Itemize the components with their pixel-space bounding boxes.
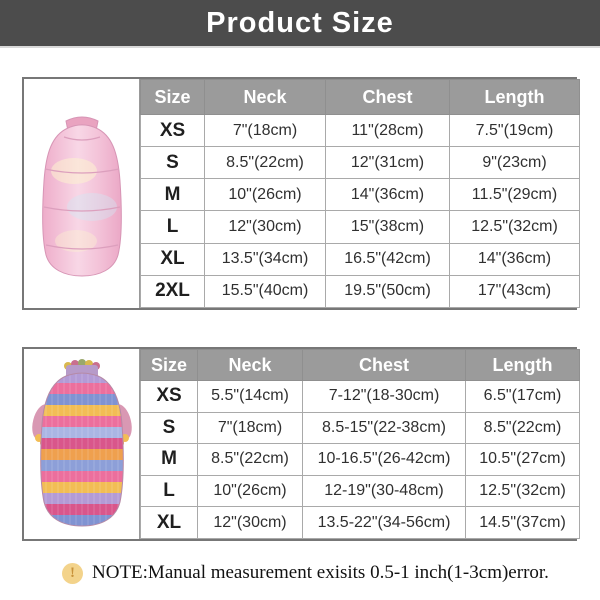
measurement-cell: 13.5"(34cm)	[204, 242, 326, 276]
measurement-cell: 12.5"(32cm)	[465, 474, 580, 508]
measurement-cell: 7"(18cm)	[204, 113, 326, 148]
exclamation-icon: !	[62, 562, 83, 584]
measurement-cell: 12-19"(30-48cm)	[302, 474, 466, 508]
measurement-cell: 9"(23cm)	[449, 146, 580, 180]
measurement-cell: 12"(30cm)	[204, 210, 326, 244]
measurement-cell: 12"(31cm)	[325, 146, 450, 180]
measurement-cell: 10.5"(27cm)	[465, 443, 580, 476]
size-label: XS	[140, 380, 198, 413]
size-row-s: S 7"(18cm) 8.5-15"(22-38cm) 8.5"(22cm)	[140, 411, 580, 445]
measurement-cell: 14.5"(37cm)	[465, 506, 580, 539]
measurement-cell: 15"(38cm)	[325, 210, 450, 244]
size-label: XL	[140, 242, 205, 276]
measurement-cell: 14"(36cm)	[325, 178, 450, 212]
column-header-chest: Chest	[325, 79, 450, 115]
size-label: M	[140, 443, 198, 476]
measurement-cell: 11"(28cm)	[325, 113, 450, 148]
measurement-cell: 13.5-22"(34-56cm)	[302, 506, 466, 539]
size-row-m: M 10"(26cm) 14"(36cm) 11.5"(29cm)	[140, 178, 580, 212]
size-row-l: L 10"(26cm) 12-19"(30-48cm) 12.5"(32cm)	[140, 474, 580, 508]
measurement-cell: 15.5"(40cm)	[204, 274, 326, 309]
measurement-cell: 10"(26cm)	[204, 178, 326, 212]
size-label: S	[140, 411, 198, 445]
measurement-cell: 16.5"(42cm)	[325, 242, 450, 276]
column-header-length: Length	[465, 349, 580, 381]
measurement-cell: 7-12"(18-30cm)	[302, 380, 466, 413]
size-row-s: S 8.5"(22cm) 12"(31cm) 9"(23cm)	[140, 146, 580, 180]
measurement-cell: 12"(30cm)	[197, 506, 303, 539]
measurement-cell: 11.5"(29cm)	[449, 178, 580, 212]
size-label: XL	[140, 506, 198, 539]
size-row-xs: XS 7"(18cm) 11"(28cm) 7.5"(19cm)	[140, 113, 580, 148]
measurement-cell: 14"(36cm)	[449, 242, 580, 276]
size-row-xl: XL 12"(30cm) 13.5-22"(34-56cm) 14.5"(37cm)	[140, 506, 580, 539]
vest-size-table: Size Neck Chest Length XS 7"(18cm) 11"(28cm) 7…	[140, 79, 580, 309]
measurement-cell: 6.5"(17cm)	[465, 380, 580, 413]
shirt-size-table: Size Neck Chest Length XS 5.5"(14cm) 7-12"(18…	[140, 349, 580, 539]
measurement-cell: 5.5"(14cm)	[197, 380, 303, 413]
size-label: XS	[140, 113, 205, 148]
size-label: L	[140, 474, 198, 508]
measurement-cell: 7"(18cm)	[197, 411, 303, 445]
measurement-cell: 12.5"(32cm)	[449, 210, 580, 244]
size-row-l: L 12"(30cm) 15"(38cm) 12.5"(32cm)	[140, 210, 580, 244]
size-label: L	[140, 210, 205, 244]
shirt-size-section: Size Neck Chest Length XS 5.5"(14cm) 7-12"(18…	[22, 347, 580, 541]
shirt-table-header-row: Size Neck Chest Length	[140, 349, 580, 381]
column-header-neck: Neck	[204, 79, 326, 115]
measurement-cell: 7.5"(19cm)	[449, 113, 580, 148]
rainbow-striped-shirt-image	[31, 359, 132, 527]
column-header-size: Size	[140, 349, 198, 381]
measurement-cell: 8.5"(22cm)	[197, 443, 303, 476]
size-row-2xl: 2XL 15.5"(40cm) 19.5"(50cm) 17"(43cm)	[140, 274, 580, 309]
size-row-xs: XS 5.5"(14cm) 7-12"(18-30cm) 6.5"(17cm)	[140, 380, 580, 413]
size-row-xl: XL 13.5"(34cm) 16.5"(42cm) 14"(36cm)	[140, 242, 580, 276]
measurement-cell: 10-16.5"(26-42cm)	[302, 443, 466, 476]
measurement-note: ! NOTE:Manual measurement exisits 0.5-1 …	[62, 562, 582, 584]
pink-puffer-vest-image	[41, 116, 122, 277]
measurement-cell: 8.5"(22cm)	[204, 146, 326, 180]
note-text: NOTE:Manual measurement exisits 0.5-1 in…	[92, 562, 549, 583]
size-label: 2XL	[140, 274, 205, 309]
vest-size-section: Size Neck Chest Length XS 7"(18cm) 11"(28cm) 7…	[22, 77, 580, 310]
measurement-cell: 10"(26cm)	[197, 474, 303, 508]
size-label: M	[140, 178, 205, 212]
shirt-product-photo-cell	[24, 349, 140, 539]
vest-product-photo-cell	[24, 79, 140, 308]
column-header-chest: Chest	[302, 349, 466, 381]
measurement-cell: 17"(43cm)	[449, 274, 580, 309]
title-bar: Product Size	[0, 0, 600, 48]
column-header-length: Length	[449, 79, 580, 115]
size-label: S	[140, 146, 205, 180]
column-header-size: Size	[140, 79, 205, 115]
column-header-neck: Neck	[197, 349, 303, 381]
measurement-cell: 19.5"(50cm)	[325, 274, 450, 309]
measurement-cell: 8.5-15"(22-38cm)	[302, 411, 466, 445]
measurement-cell: 8.5"(22cm)	[465, 411, 580, 445]
size-row-m: M 8.5"(22cm) 10-16.5"(26-42cm) 10.5"(27cm)	[140, 443, 580, 476]
vest-table-header-row: Size Neck Chest Length	[140, 79, 580, 115]
page-title: Product Size	[206, 6, 394, 39]
